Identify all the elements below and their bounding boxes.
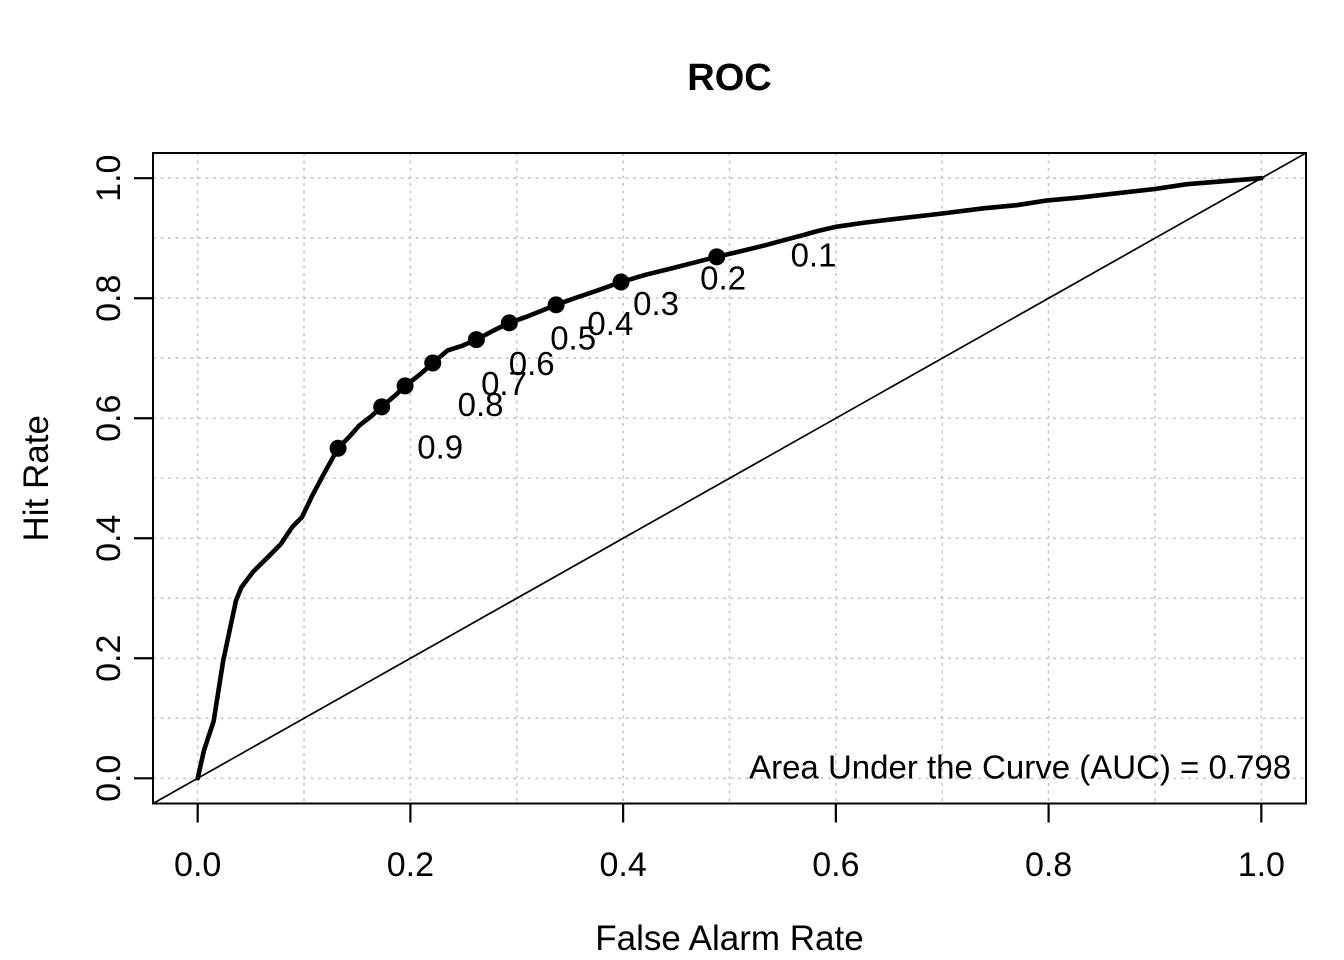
threshold-label: 0.5 — [550, 319, 596, 356]
plot-box — [152, 152, 1307, 805]
threshold-point-dot — [396, 377, 414, 395]
x-axis-title: False Alarm Rate — [595, 919, 863, 958]
threshold-point-dot — [500, 314, 518, 332]
x-tick-label: 0.8 — [1025, 846, 1072, 884]
y-tick-label: 0.2 — [90, 635, 128, 682]
threshold-point-dot — [547, 296, 565, 314]
y-axis-title: Hit Rate — [17, 415, 56, 541]
threshold-label: 0.4 — [587, 305, 633, 342]
threshold-label: 0.6 — [509, 345, 555, 382]
threshold-label: 0.9 — [417, 429, 463, 466]
x-tick-label: 0.2 — [387, 846, 434, 884]
y-tick-label: 1.0 — [90, 155, 128, 202]
chart-title: ROC — [687, 57, 771, 99]
threshold-label: 0.8 — [458, 386, 504, 423]
x-tick-label: 0.4 — [600, 846, 647, 884]
threshold-label: 0.2 — [700, 259, 746, 296]
auc-annotation: Area Under the Curve (AUC) = 0.798 — [749, 748, 1291, 785]
x-tick-label: 1.0 — [1238, 846, 1285, 884]
y-tick-label: 0.0 — [90, 755, 128, 802]
x-tick-label: 0.0 — [174, 846, 221, 884]
chance-diagonal-line — [152, 152, 1307, 805]
threshold-point-dot — [467, 331, 485, 349]
threshold-label: 0.7 — [481, 365, 527, 402]
threshold-point-dot — [708, 248, 726, 266]
x-tick-label: 0.6 — [812, 846, 859, 884]
y-tick-label: 0.6 — [90, 395, 128, 442]
y-tick-label: 0.8 — [90, 275, 128, 322]
threshold-point-dot — [373, 398, 391, 416]
threshold-point-dot — [424, 354, 442, 372]
y-tick-label: 0.4 — [90, 515, 128, 562]
threshold-label: 0.1 — [791, 237, 837, 274]
threshold-point-dot — [329, 439, 347, 457]
roc-curve — [195, 175, 1264, 781]
threshold-point-dot — [612, 273, 630, 291]
threshold-label: 0.3 — [633, 285, 679, 322]
